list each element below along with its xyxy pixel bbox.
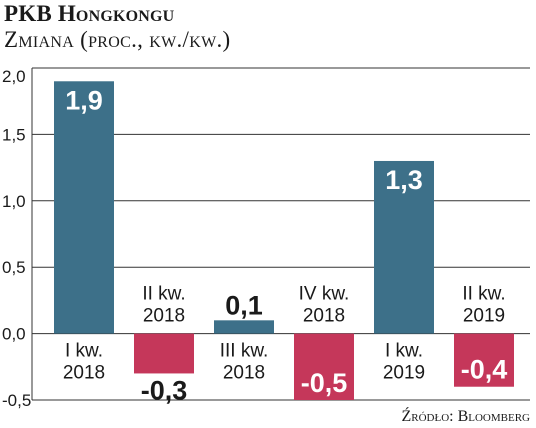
source-note: Źródło: Bloomberg bbox=[401, 408, 530, 425]
category-label: IV kw. 2018 bbox=[299, 284, 350, 327]
bar bbox=[54, 81, 114, 334]
category-label: II kw. 2019 bbox=[462, 284, 505, 327]
category-label-line: IV kw. bbox=[299, 284, 350, 305]
category-label-line: 2018 bbox=[303, 306, 345, 327]
category-label: III kw. 2018 bbox=[220, 341, 269, 384]
category-label-line: 2018 bbox=[143, 306, 185, 327]
bar bbox=[134, 333, 194, 374]
bar bbox=[454, 333, 514, 387]
bar bbox=[294, 333, 354, 400]
chart-subtitle: Zmiana (proc., kw./kw.) bbox=[4, 27, 231, 52]
category-label-line: I kw. bbox=[385, 341, 423, 362]
category-label-line: I kw. bbox=[65, 341, 103, 362]
category-label-line: II kw. bbox=[142, 284, 185, 305]
value-label: 1,9 bbox=[65, 85, 103, 115]
value-label: 1,3 bbox=[385, 165, 423, 195]
category-label: I kw. 2019 bbox=[383, 341, 425, 384]
category-label: I kw. 2018 bbox=[63, 341, 105, 384]
y-tick-label: 1,5 bbox=[2, 125, 26, 144]
y-tick-label: 1,0 bbox=[2, 192, 26, 211]
value-label: -0,5 bbox=[301, 368, 348, 398]
bar bbox=[374, 160, 434, 334]
y-tick-label: 0,5 bbox=[2, 258, 26, 277]
category-label-line: 2019 bbox=[383, 363, 425, 384]
category-label-line: 2019 bbox=[463, 306, 505, 327]
category-label-line: 2018 bbox=[223, 363, 265, 384]
y-tick-label: -0,5 bbox=[2, 391, 31, 410]
category-label-line: II kw. bbox=[462, 284, 505, 305]
category-label-line: 2018 bbox=[63, 363, 105, 384]
y-tick-label: 2,0 bbox=[2, 67, 26, 86]
bar bbox=[214, 320, 274, 334]
chart-title: PKB Hongkongu bbox=[4, 1, 175, 26]
value-label: -0,4 bbox=[461, 355, 508, 385]
value-label: 0,1 bbox=[225, 290, 263, 320]
category-label-line: III kw. bbox=[220, 341, 269, 362]
value-label: -0,3 bbox=[141, 375, 188, 405]
category-label: II kw. 2018 bbox=[142, 284, 185, 327]
y-tick-label: 0,0 bbox=[2, 325, 26, 344]
